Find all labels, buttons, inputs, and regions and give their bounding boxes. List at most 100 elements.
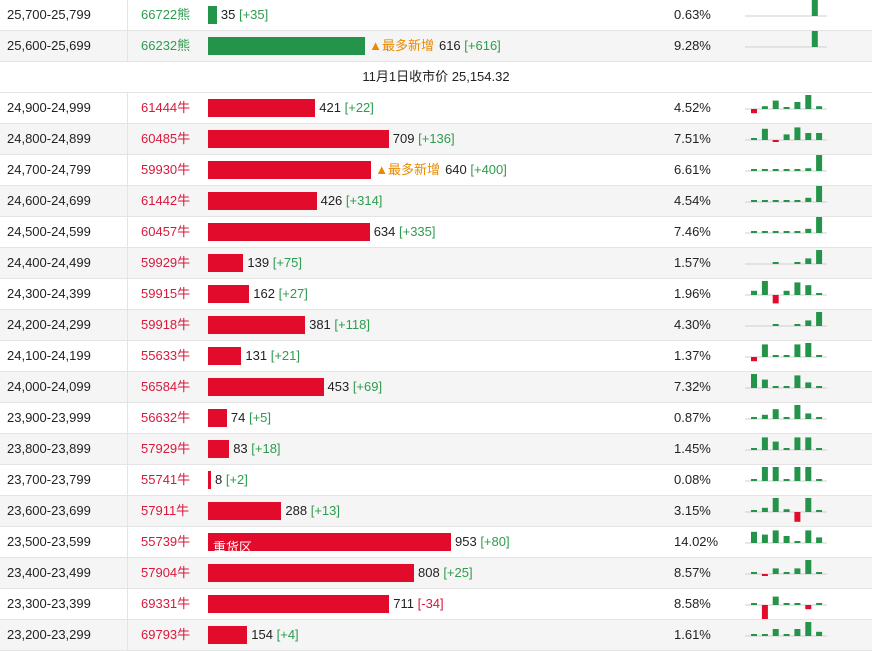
contract-count: 56584牛 <box>141 379 191 394</box>
sparkline-bar <box>794 568 801 574</box>
volume-value: 83 <box>233 441 252 456</box>
volume-bar-area: ▲最多新增 616 [+616] <box>208 31 668 61</box>
trend-sparkline <box>745 596 827 619</box>
volume-value: 711 <box>393 596 418 611</box>
table-row: 24,300-24,399 59915牛 162 [+27] 1.96% <box>0 279 872 310</box>
sparkline-bar <box>772 568 779 574</box>
volume-value: 162 <box>253 286 279 301</box>
volume-change: [+69] <box>352 379 383 394</box>
percentage: 1.45% <box>674 441 711 456</box>
volume-bar <box>208 440 230 458</box>
table-row: 23,500-23,599 55739牛 重货区 953 [+80] 14.02% <box>0 527 872 558</box>
strike-range: 23,300-23,399 <box>7 596 91 611</box>
volume-bar <box>208 502 282 520</box>
volume-bar <box>208 161 372 179</box>
volume-value: 634 <box>373 224 399 239</box>
sparkline-bar <box>751 510 757 512</box>
volume-change: [+136] <box>418 131 455 146</box>
volume-bar-area: 35 [+35] <box>208 0 668 30</box>
percentage: 14.02% <box>674 534 719 549</box>
sparkline-bar <box>794 467 801 481</box>
volume-label: 634 [+335] <box>374 217 436 247</box>
trend-sparkline <box>745 530 827 544</box>
sparkline-bar <box>751 634 757 636</box>
sparkline-bar <box>805 168 812 171</box>
most-added-note: ▲最多新增 <box>369 38 434 53</box>
percentage: 8.58% <box>674 596 711 611</box>
sparkline-bar <box>816 537 823 543</box>
volume-bar-area: 808 [+25] <box>208 558 668 588</box>
sparkline-bar <box>816 106 823 109</box>
percentage: 0.87% <box>674 410 711 425</box>
sparkline-bar <box>783 603 790 605</box>
contract-count: 55739牛 <box>141 534 191 549</box>
sparkline-bar <box>794 169 801 171</box>
trend-sparkline <box>745 405 827 420</box>
trend-sparkline <box>745 0 827 17</box>
strike-range: 25,700-25,799 <box>7 7 91 22</box>
sparkline-bar <box>772 100 779 109</box>
table-row: 23,800-23,899 57929牛 83 [+18] 1.45% <box>0 434 872 465</box>
volume-label: 421 [+22] <box>319 93 374 123</box>
trend-sparkline <box>745 374 827 389</box>
table-row: 24,200-24,299 59918牛 381 [+118] 4.30% <box>0 310 872 341</box>
table-row: 23,900-23,999 56632牛 74 [+5] 0.87% <box>0 403 872 434</box>
volume-bar <box>208 6 217 24</box>
sparkline-bar <box>794 603 801 605</box>
strike-range: 23,500-23,599 <box>7 534 91 549</box>
volume-bar-area: 709 [+136] <box>208 124 668 154</box>
trend-sparkline <box>745 155 827 172</box>
contract-count: 59915牛 <box>141 286 191 301</box>
volume-label: 8 [+2] <box>215 465 248 495</box>
percentage: 7.32% <box>674 379 711 394</box>
column-divider <box>127 155 128 186</box>
trend-sparkline <box>745 281 827 304</box>
volume-change: [+22] <box>344 100 374 115</box>
strike-range: 23,600-23,699 <box>7 503 91 518</box>
volume-label: 35 [+35] <box>221 0 268 30</box>
sparkline-bar <box>751 357 757 362</box>
volume-bar-area: 288 [+13] <box>208 496 668 526</box>
table-row: 24,700-24,799 59930牛 ▲最多新增 640 [+400] 6.61% <box>0 155 872 186</box>
volume-value: 288 <box>285 503 311 518</box>
column-divider <box>127 93 128 124</box>
trend-sparkline <box>745 312 827 327</box>
column-divider <box>127 0 128 31</box>
sparkline-bar <box>751 479 757 481</box>
volume-change: [+335] <box>399 224 436 239</box>
sparkline-bar <box>805 437 812 450</box>
sparkline-bar <box>783 134 790 140</box>
trend-sparkline <box>745 467 827 482</box>
sparkline-bar <box>805 320 812 326</box>
sparkline-bar <box>816 603 823 605</box>
sparkline-bar <box>794 127 801 140</box>
column-divider <box>127 248 128 279</box>
sparkline-bar <box>816 217 823 233</box>
percentage: 9.28% <box>674 38 711 53</box>
contract-count: 66232熊 <box>141 38 191 53</box>
table-row: 24,400-24,499 59929牛 139 [+75] 1.57% <box>0 248 872 279</box>
strike-range: 23,400-23,499 <box>7 565 91 580</box>
sparkline-bar <box>783 231 790 233</box>
sparkline-bar <box>751 417 757 419</box>
volume-bar-area: 381 [+118] <box>208 310 668 340</box>
sparkline-bar <box>805 605 812 610</box>
sparkline-bar <box>761 507 768 512</box>
sparkline-bar <box>783 572 790 574</box>
strike-range: 24,700-24,799 <box>7 162 91 177</box>
table-row: 23,600-23,699 57911牛 288 [+13] 3.15% <box>0 496 872 527</box>
trend-sparkline <box>745 127 827 142</box>
sparkline-bar <box>772 262 779 264</box>
volume-value: 808 <box>418 565 444 580</box>
volume-value: 709 <box>392 131 419 146</box>
sparkline-bar <box>772 596 779 605</box>
sparkline-bar <box>805 382 812 388</box>
sparkline-bar <box>751 531 757 543</box>
volume-bar <box>208 471 211 489</box>
sparkline-bar <box>816 186 823 202</box>
table-row: 24,600-24,699 61442牛 426 [+314] 4.54% <box>0 186 872 217</box>
percentage: 4.54% <box>674 193 711 208</box>
sparkline-bar <box>783 200 790 202</box>
volume-value: 426 <box>320 193 346 208</box>
sparkline-bar <box>816 355 823 357</box>
